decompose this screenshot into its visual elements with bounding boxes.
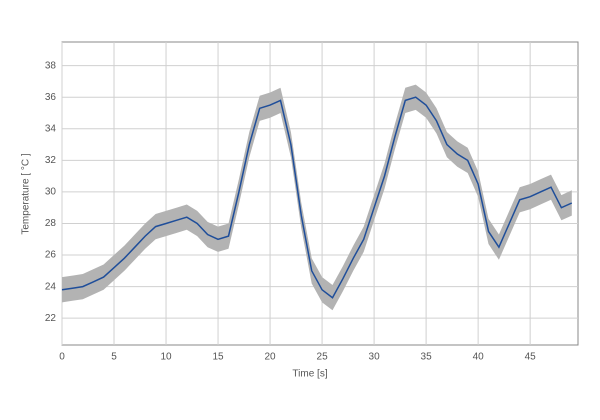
- y-tick-label: 28: [45, 218, 57, 229]
- line: [61, 96, 573, 299]
- y-tick-label: 22: [45, 313, 57, 324]
- x-axis-label: Time [s]: [292, 369, 327, 380]
- x-tick-label: 45: [525, 352, 537, 363]
- x-tick-label: 0: [59, 352, 65, 363]
- x-tick-label: 15: [212, 352, 224, 363]
- x-tick-label: 35: [421, 352, 433, 363]
- plot-area: [61, 41, 579, 346]
- y-tick-label: 30: [45, 187, 57, 198]
- y-tick-label: 36: [45, 92, 57, 103]
- x-tick-label: 5: [111, 352, 117, 363]
- x-tick-label: 25: [317, 352, 329, 363]
- x-tick-label: 10: [160, 352, 172, 363]
- y-tick-label: 32: [45, 155, 57, 166]
- band: [62, 84, 572, 311]
- y-tick-label: 24: [45, 281, 57, 292]
- y-tick-label: 38: [45, 60, 57, 71]
- x-tick-label: 30: [369, 352, 381, 363]
- y-tick-label: 26: [45, 250, 57, 261]
- y-tick-label: 34: [45, 123, 57, 134]
- x-tick-label: 20: [265, 352, 277, 363]
- x-tick-label: 40: [473, 352, 485, 363]
- y-axis-label: Temperature [ °C ]: [21, 153, 32, 234]
